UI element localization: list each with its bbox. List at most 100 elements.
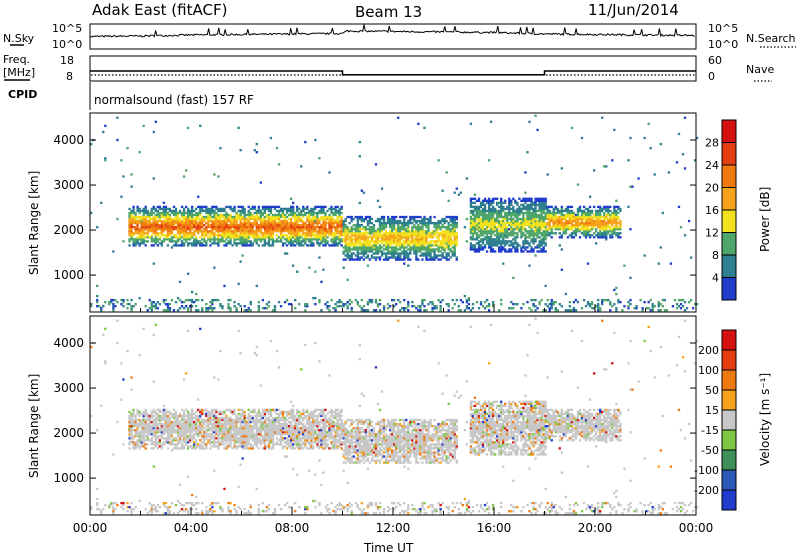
- power-cell: [180, 213, 184, 217]
- power-cell: [437, 238, 440, 241]
- velocity-cell: [140, 422, 143, 426]
- power-cell: [358, 226, 361, 229]
- power-cell: [312, 296, 315, 300]
- power-cell: [259, 215, 262, 219]
- power-cell: [251, 230, 254, 233]
- power-cell: [217, 219, 220, 223]
- power-cell: [405, 252, 408, 255]
- power-cell: [564, 226, 568, 229]
- power-cell: [338, 213, 341, 217]
- power-cell: [243, 221, 246, 225]
- power-cell: [239, 260, 242, 263]
- power-cell: [164, 228, 168, 231]
- power-cell: [439, 250, 442, 253]
- power-cell: [336, 209, 339, 213]
- power-cell: [366, 221, 370, 225]
- power-cell: [526, 300, 529, 304]
- power-cell: [298, 230, 301, 233]
- velocity-cell: [154, 410, 157, 414]
- velocity-cell: [170, 433, 174, 436]
- power-cell: [269, 209, 273, 213]
- power-cell: [395, 219, 398, 223]
- velocity-cell: [156, 441, 159, 444]
- power-cell: [388, 305, 392, 308]
- power-cell: [649, 146, 652, 150]
- power-cell: [188, 209, 192, 213]
- power-cell: [170, 236, 174, 239]
- velocity-cell: [178, 439, 182, 442]
- power-cell: [487, 209, 491, 213]
- velocity-cell: [104, 360, 107, 363]
- velocity-cell: [148, 414, 151, 418]
- power-cell: [128, 244, 131, 247]
- power-cell: [417, 305, 420, 308]
- power-cell: [437, 244, 440, 247]
- power-cell: [237, 282, 240, 286]
- power-cell: [235, 215, 238, 219]
- power-cell: [500, 205, 503, 209]
- power-cell: [310, 221, 313, 225]
- power-cell: [170, 228, 174, 231]
- power-cell: [619, 228, 622, 231]
- power-cell: [269, 207, 273, 211]
- power-cell: [647, 307, 650, 310]
- power-cell: [534, 199, 537, 202]
- power-cell: [586, 221, 590, 225]
- power-cell: [140, 236, 143, 239]
- power-cell: [489, 223, 493, 227]
- power-cell: [469, 228, 473, 231]
- power-cell: [162, 309, 166, 312]
- power-cell: [540, 219, 543, 223]
- velocity-cell: [154, 433, 157, 436]
- power-cell: [132, 205, 135, 209]
- power-cell: [395, 238, 398, 241]
- power-cell: [221, 213, 224, 217]
- power-cell: [296, 209, 299, 213]
- power-cell: [566, 219, 570, 223]
- power-cell: [239, 213, 242, 217]
- power-cell: [320, 242, 323, 245]
- power-cell: [576, 230, 580, 233]
- power-cell: [506, 228, 509, 231]
- power-cell: [364, 234, 368, 237]
- power-cell: [613, 219, 616, 223]
- power-cell: [168, 307, 172, 310]
- power-cell: [395, 302, 398, 306]
- power-cell: [265, 232, 269, 235]
- power-cell: [166, 219, 170, 223]
- power-cell: [405, 234, 408, 237]
- velocity-cell: [178, 437, 182, 440]
- power-cell: [182, 211, 186, 215]
- velocity-cell: [166, 441, 170, 444]
- power-cell: [508, 205, 511, 209]
- power-cell: [205, 230, 208, 233]
- power-cell: [599, 309, 602, 312]
- power-cell: [425, 258, 428, 261]
- power-cell: [382, 232, 386, 235]
- power-cell: [443, 246, 446, 249]
- power-cell: [243, 240, 246, 243]
- power-cell: [178, 223, 182, 227]
- power-cell: [312, 213, 315, 217]
- power-cell: [132, 221, 135, 225]
- power-cell: [429, 244, 432, 247]
- power-cell: [302, 219, 305, 223]
- power-cell: [378, 234, 382, 237]
- power-cell: [195, 223, 198, 227]
- power-cell: [96, 300, 99, 304]
- velocity-cell: [112, 508, 115, 511]
- power-cell: [180, 205, 184, 209]
- power-cell: [306, 236, 309, 239]
- power-cell: [362, 250, 366, 253]
- power-cell: [120, 159, 123, 162]
- power-cell: [144, 217, 147, 221]
- power-cell: [243, 242, 246, 245]
- power-cell: [560, 236, 563, 239]
- power-cell: [421, 226, 424, 229]
- velocity-cell: [138, 354, 141, 357]
- power-cell: [255, 236, 258, 239]
- power-cell: [180, 242, 184, 245]
- power-cell: [601, 226, 604, 229]
- power-cell: [233, 207, 236, 211]
- power-cell: [481, 240, 485, 243]
